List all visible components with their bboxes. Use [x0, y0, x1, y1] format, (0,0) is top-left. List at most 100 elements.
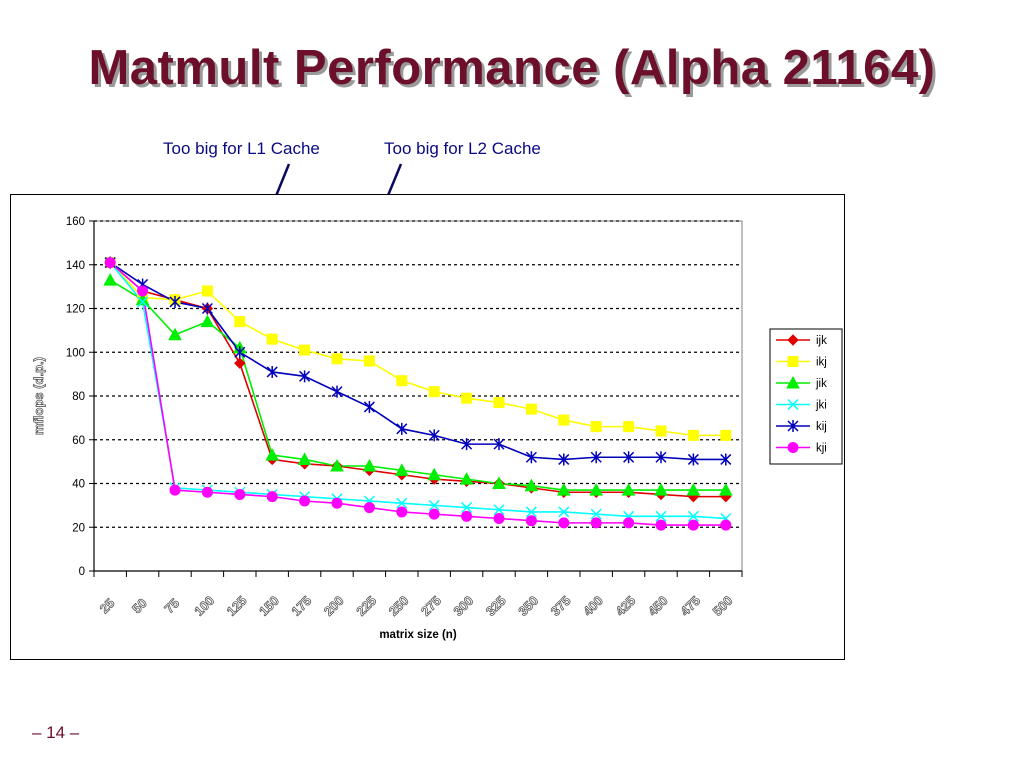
point-kij: [396, 422, 408, 435]
x-tick-label: 450: [645, 593, 671, 619]
point-ikj: [558, 414, 570, 426]
point-kij: [299, 370, 311, 383]
point-jik: [686, 483, 701, 496]
legend-marker-jki: [787, 398, 799, 411]
legend: [769, 328, 843, 465]
point-ikj: [720, 429, 732, 441]
point-kji: [299, 495, 311, 507]
point-jki: [558, 506, 570, 518]
point-ikj: [525, 403, 537, 415]
legend-marker-ijk: [787, 334, 799, 346]
x-tick-label: 300: [450, 593, 476, 619]
x-tick-label: 50: [129, 595, 150, 616]
annotation-l1-cache: Too big for L1 Cache: [163, 139, 320, 158]
y-tick-label: 120: [66, 304, 85, 316]
point-ikj: [299, 344, 311, 356]
x-tick-label: 175: [288, 593, 314, 619]
point-kij: [461, 438, 473, 451]
y-tick-label: 40: [72, 479, 85, 491]
point-jik: [524, 478, 539, 492]
point-kij: [590, 451, 602, 464]
point-kji: [104, 257, 116, 269]
point-ikj: [428, 386, 440, 398]
x-tick-label: 250: [386, 593, 412, 619]
point-kji: [363, 502, 375, 514]
x-tick-label: 150: [256, 593, 282, 619]
point-ikj: [396, 375, 408, 387]
slide-title: Matmult Performance (Alpha 21164): [88, 41, 936, 95]
chart-frame: 0 20 40 60 80 100 120 140 160 25 50 75 100 125 150 175 2…: [10, 194, 845, 660]
point-jik: [297, 452, 312, 465]
point-jki: [137, 296, 149, 308]
y-tick-label: 140: [66, 260, 85, 272]
point-ikj: [655, 425, 667, 437]
point-jik: [330, 458, 344, 472]
point-jik: [200, 314, 215, 328]
point-kji: [493, 513, 505, 524]
point-jki: [525, 506, 537, 518]
point-kji: [266, 491, 278, 503]
y-axis-label: mflops (d.p.): [31, 357, 46, 435]
point-ikj: [266, 333, 278, 345]
legend-marker-jik: [786, 375, 800, 389]
point-jik: [556, 483, 571, 496]
point-jki: [493, 504, 505, 516]
point-kij: [720, 453, 732, 466]
point-jki: [590, 508, 602, 520]
point-jik: [621, 483, 636, 496]
annotation-l2-cache: Too big for L2 Cache: [384, 139, 541, 158]
point-ikj: [201, 285, 213, 297]
point-jik: [103, 273, 118, 286]
legend-label-ijk: ijk: [816, 335, 827, 347]
series-line-jki: [109, 262, 726, 520]
x-tick-label: 475: [677, 593, 703, 619]
point-kij: [655, 451, 667, 464]
x-tick-label: 275: [418, 593, 444, 619]
point-jki: [428, 499, 440, 511]
point-jik: [492, 476, 506, 489]
point-jik: [265, 448, 280, 461]
x-tick-label: 75: [161, 595, 182, 616]
x-tick-label: 25: [97, 595, 118, 616]
point-kij: [331, 385, 343, 398]
point-jik: [362, 458, 377, 472]
point-ikj: [590, 421, 602, 433]
x-tick-label: 225: [353, 593, 379, 619]
x-tick-label: 200: [321, 593, 347, 619]
point-kji: [558, 517, 570, 529]
point-kij: [266, 365, 278, 378]
x-axis-label: matrix size (n): [379, 629, 456, 641]
series-line-kij: [109, 261, 726, 461]
x-tick-label: 375: [548, 593, 574, 619]
point-kij: [558, 453, 570, 466]
y-tick-label: 20: [72, 522, 85, 534]
point-ikj: [461, 392, 473, 404]
point-kji: [331, 497, 343, 509]
legend-marker-ikj: [787, 356, 799, 367]
x-tick-label: 500: [710, 593, 736, 619]
point-jik: [394, 463, 409, 476]
legend-label-ikj: ikj: [816, 357, 827, 369]
point-kij: [493, 438, 505, 451]
page-number: – 14 –: [32, 723, 80, 742]
point-jki: [655, 510, 667, 522]
point-jik: [168, 327, 182, 341]
x-tick-label: 425: [612, 593, 638, 619]
point-jik: [427, 467, 442, 481]
point-ikj: [623, 421, 635, 433]
point-ijk: [234, 357, 246, 369]
y-tick-label: 80: [72, 391, 85, 403]
line-chart: 0 20 40 60 80 100 120 140 160 25 50 75 100 125 150 175 2…: [31, 216, 843, 641]
point-kji: [623, 517, 635, 529]
point-kji: [590, 517, 602, 529]
point-ikj: [493, 397, 505, 409]
point-jki: [687, 510, 699, 522]
point-kji: [525, 515, 537, 527]
point-kij: [363, 400, 375, 413]
point-kji: [720, 519, 732, 531]
y-tick-label: 0: [79, 566, 85, 578]
point-ikj: [687, 429, 699, 441]
point-jik: [459, 472, 474, 485]
point-jik: [718, 483, 733, 496]
x-tick-label: 125: [224, 593, 250, 619]
